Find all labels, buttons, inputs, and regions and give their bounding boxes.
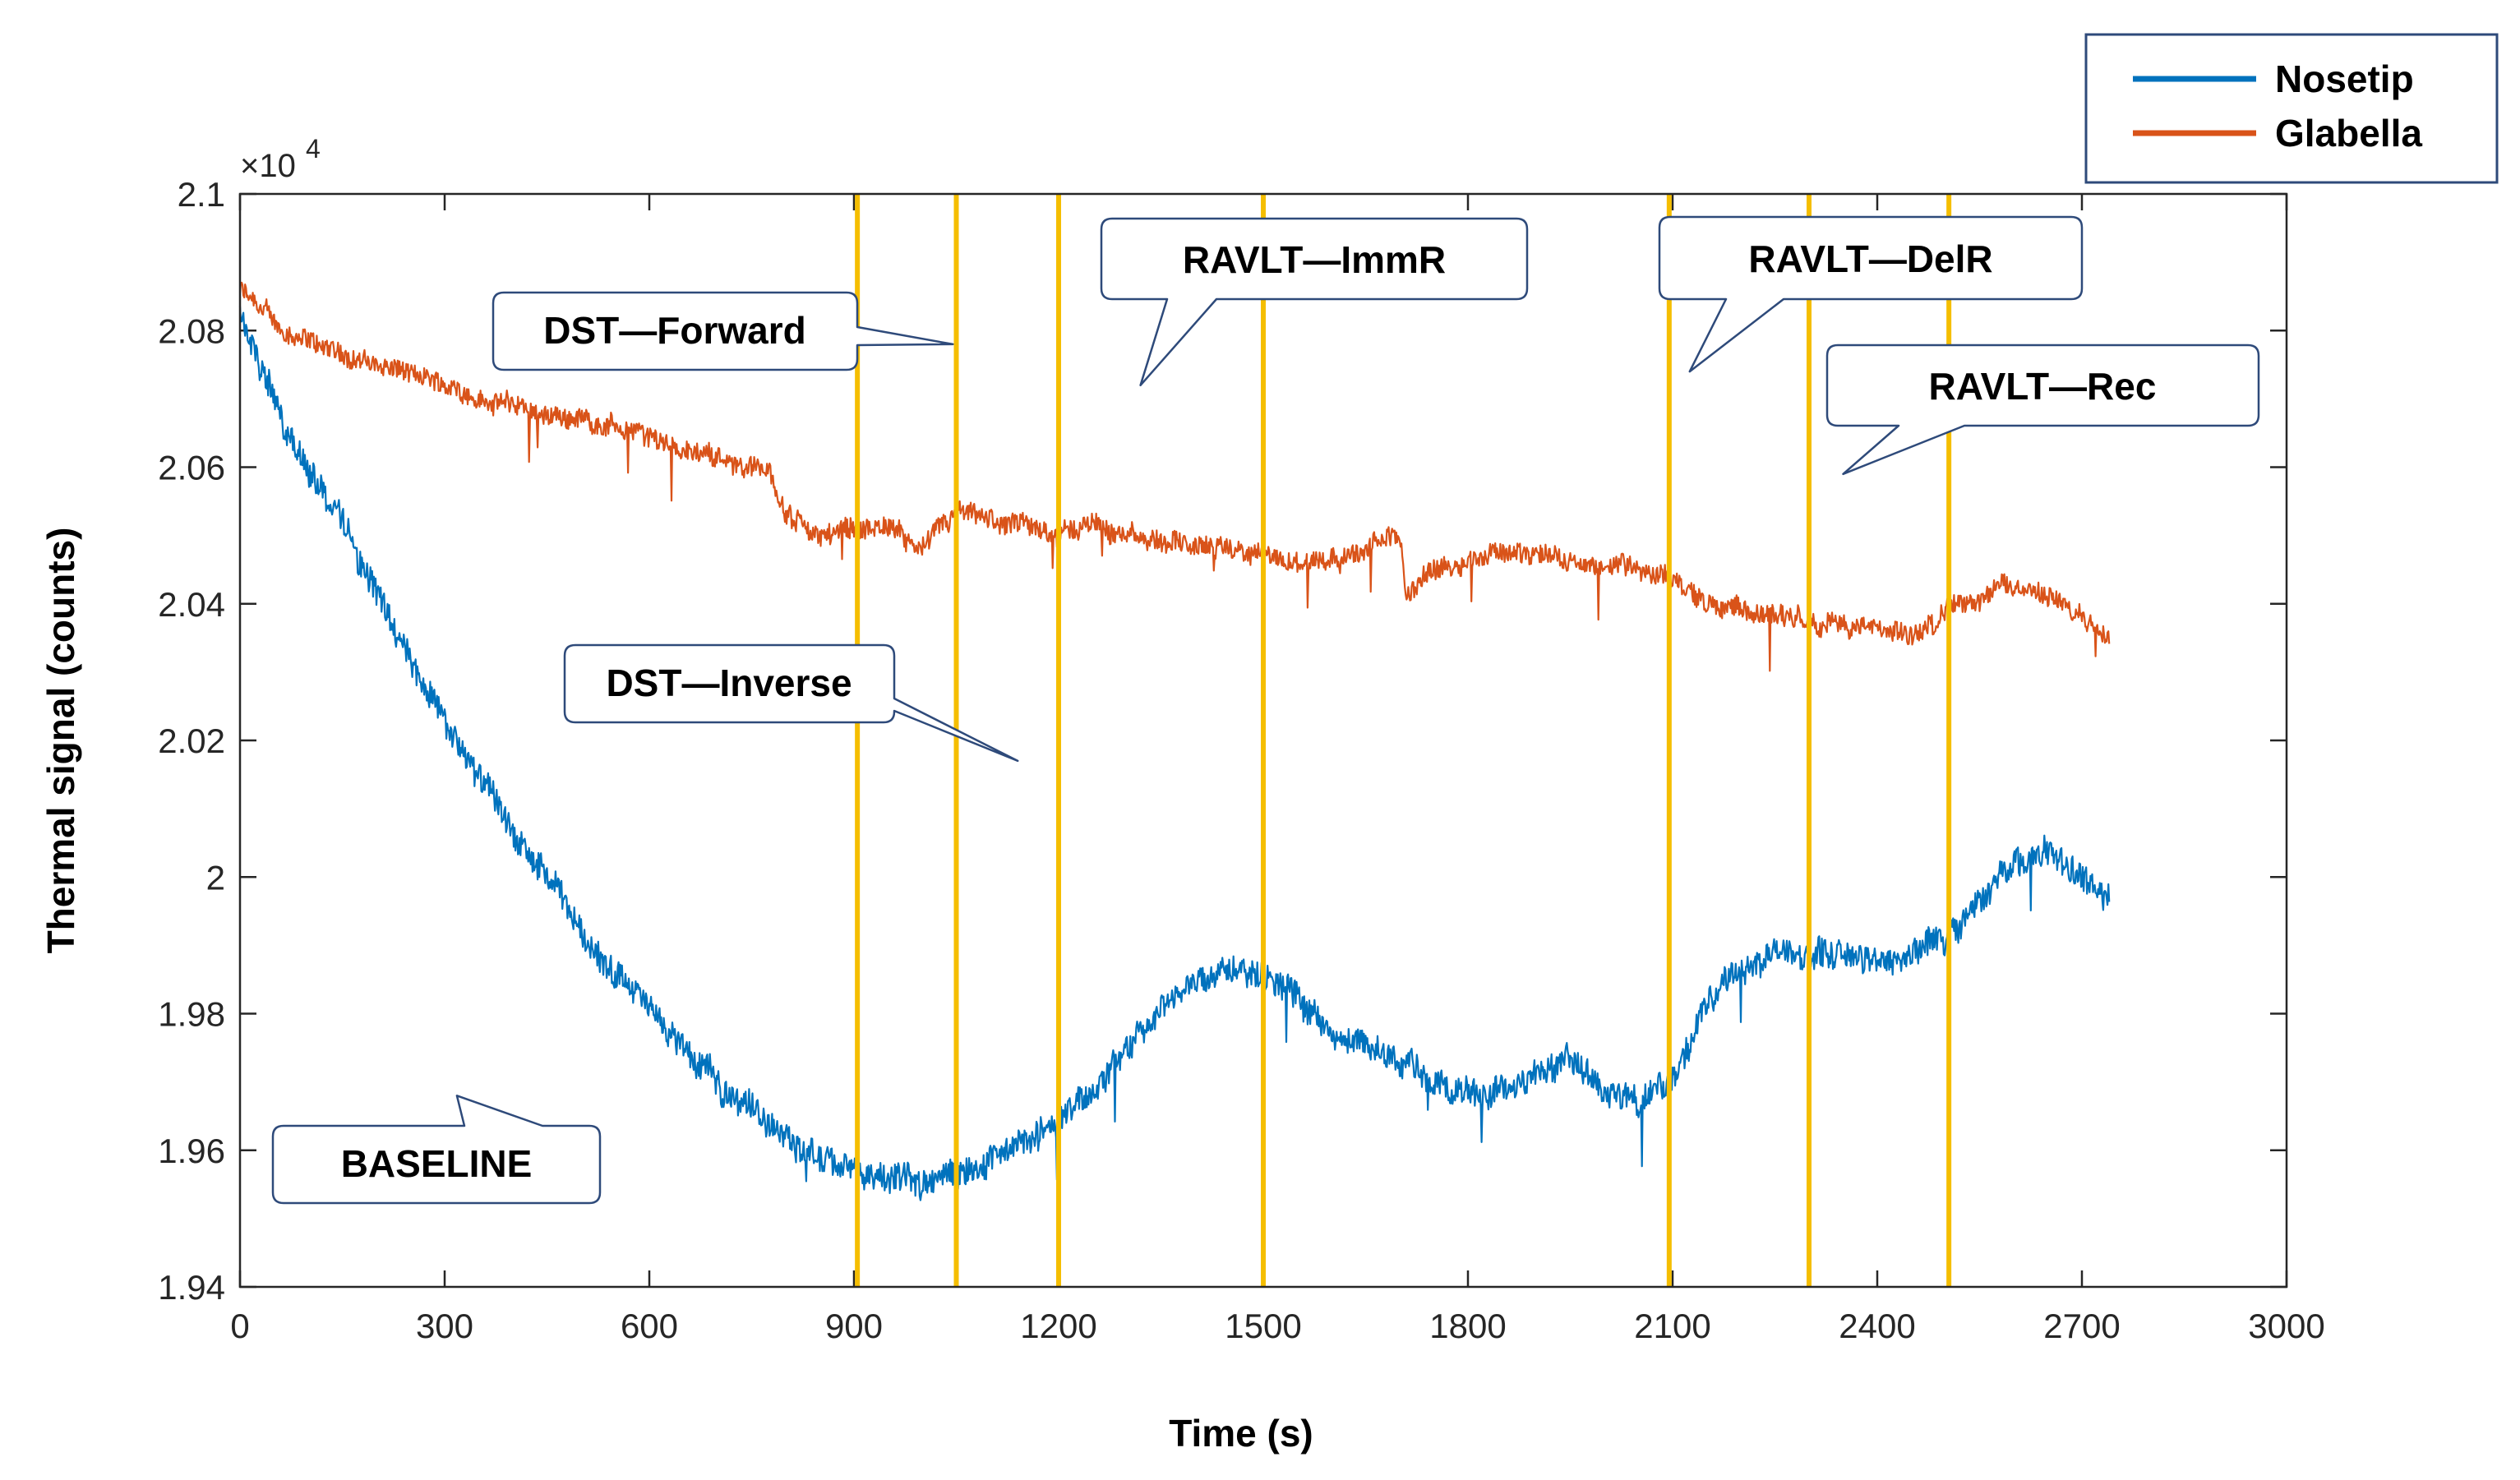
- vertical-markers: [855, 194, 1952, 1287]
- plot-frame: [238, 192, 2288, 1289]
- callout-ravlt-rec-shape: [1825, 343, 2260, 476]
- y-exponent-base: ×10: [240, 148, 296, 184]
- y-tick-label: 2.06: [158, 449, 225, 487]
- legend-label-glabella: Glabella: [2275, 112, 2422, 154]
- callout-dst-inverse-label: DST—Inverse: [606, 662, 852, 704]
- x-tick-label: 0: [230, 1307, 249, 1345]
- y-tick-label: 2.08: [158, 311, 225, 350]
- x-tick-label: 1800: [1429, 1307, 1506, 1345]
- callout-dst-inverse: DST—Inverse: [563, 643, 1019, 763]
- callout-ravlt-immr-label: RAVLT—ImmR: [1183, 238, 1446, 281]
- legend-box: [2084, 33, 2499, 184]
- y-tick-labels: 1.94 1.96 1.98 2 2.02 2.04 2.06 2.08 2.1: [158, 175, 225, 1307]
- callout-ravlt-rec-label: RAVLT—Rec: [1929, 365, 2157, 408]
- x-tick-label: 600: [621, 1307, 678, 1345]
- y-exponent-power: 4: [306, 134, 321, 164]
- callout-dst-forward: DST—Forward: [492, 291, 954, 371]
- y-tick-label: 1.96: [158, 1132, 225, 1170]
- callout-ravlt-immr: RAVLT—ImmR: [1100, 217, 1529, 387]
- y-tick-label: 1.98: [158, 995, 225, 1034]
- y-tick-label: 2.02: [158, 722, 225, 760]
- callout-dst-forward-label: DST—Forward: [543, 309, 805, 352]
- y-axis-title: Thermal signal (counts): [39, 528, 82, 954]
- x-tick-label: 2400: [1839, 1307, 1915, 1345]
- callout-baseline-label: BASELINE: [341, 1142, 533, 1185]
- callout-ravlt-delr-shape: [1658, 215, 2084, 373]
- x-tick-label: 1500: [1225, 1307, 1301, 1345]
- y-tick-label: 2.1: [178, 175, 225, 214]
- x-tick-label: 2700: [2043, 1307, 2120, 1345]
- callout-baseline: BASELINE: [271, 1095, 602, 1205]
- callout-ravlt-delr-label: RAVLT—DelR: [1748, 237, 1992, 280]
- x-tick-label: 1200: [1020, 1307, 1096, 1345]
- y-tick-label: 2: [206, 858, 225, 897]
- callout-baseline-shape: [271, 1095, 602, 1205]
- x-tick-labels: 0 300 600 900 1200 1500 1800 2100 2400 2700 3000: [230, 1307, 2324, 1345]
- annotation-callouts: BASELINE DST—Forward DST—Inverse RAVLT—I…: [271, 215, 2260, 1205]
- callout-dst-forward-shape: [492, 291, 954, 371]
- x-tick-label: 3000: [2248, 1307, 2324, 1345]
- x-axis-title: Time (s): [1169, 1412, 1313, 1455]
- y-exponent-label: ×10 4: [240, 134, 321, 184]
- y-tick-label: 1.94: [158, 1268, 225, 1307]
- callout-ravlt-immr-shape: [1100, 217, 1529, 387]
- x-tick-label: 300: [416, 1307, 473, 1345]
- x-tick-label: 900: [825, 1307, 883, 1345]
- callout-ravlt-delr: RAVLT—DelR: [1658, 215, 2084, 373]
- series-line-glabella: [238, 281, 2111, 672]
- y-tick-label: 2.04: [158, 585, 225, 624]
- callout-dst-inverse-shape: [563, 643, 1019, 763]
- series-layer: [238, 281, 2111, 1201]
- legend: Nosetip Glabella: [2084, 33, 2499, 184]
- x-tick-label: 2100: [1634, 1307, 1710, 1345]
- legend-label-nosetip: Nosetip: [2275, 58, 2414, 100]
- callout-ravlt-rec: RAVLT—Rec: [1825, 343, 2260, 476]
- series-line-nosetip: [238, 306, 2111, 1201]
